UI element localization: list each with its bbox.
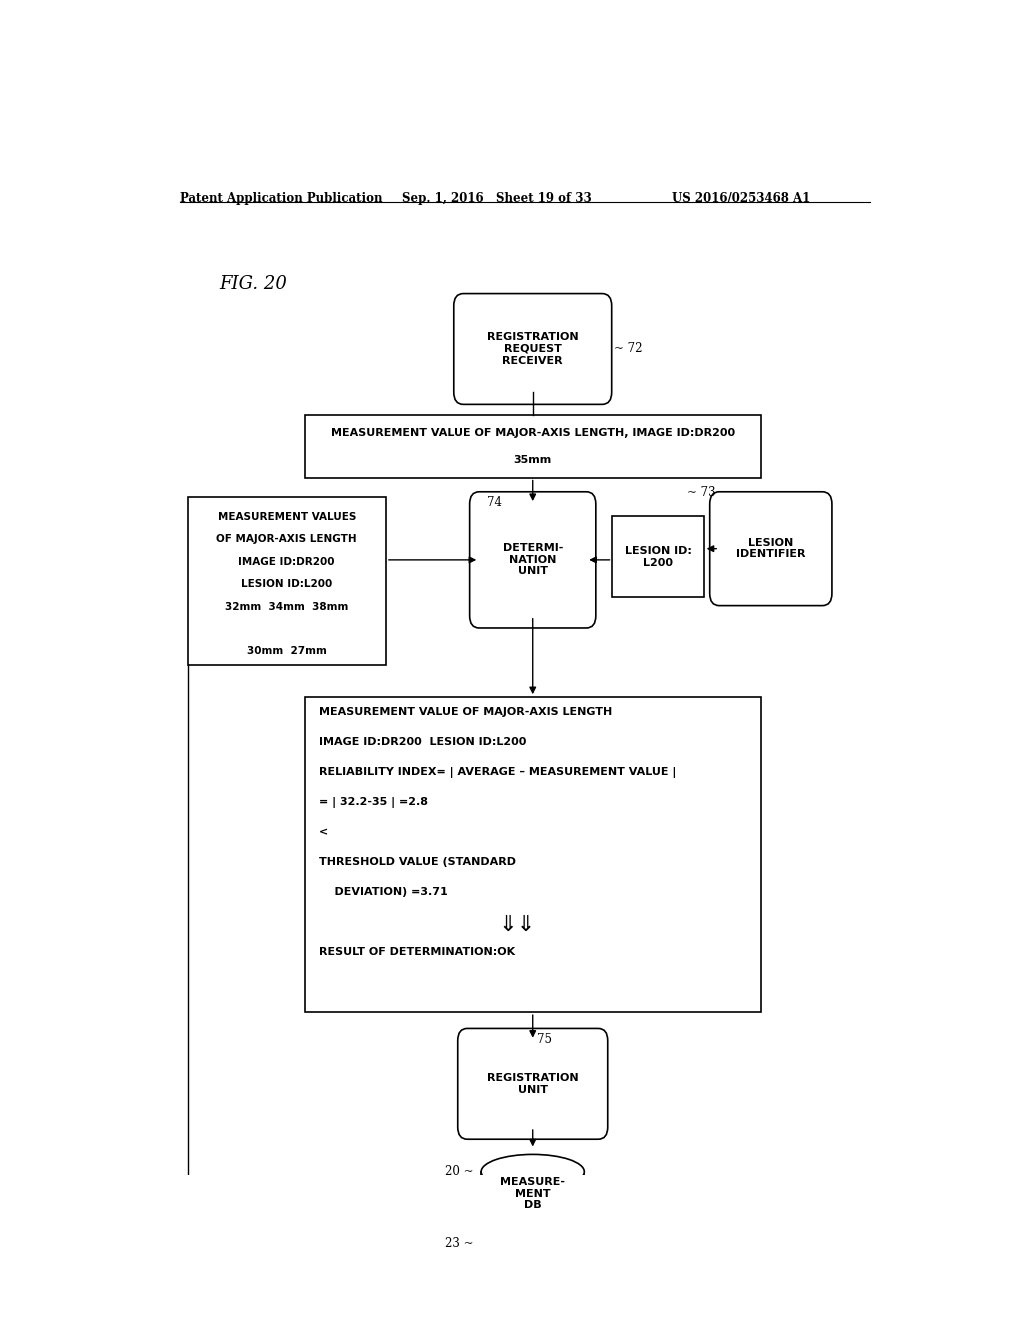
FancyBboxPatch shape [454, 293, 611, 404]
Text: THRESHOLD VALUE (STANDARD: THRESHOLD VALUE (STANDARD [318, 857, 516, 867]
Ellipse shape [481, 1237, 585, 1271]
Text: 75: 75 [537, 1032, 552, 1045]
Bar [304, 697, 761, 1012]
Text: Patent Application Publication: Patent Application Publication [179, 191, 382, 205]
Bar [481, 1172, 585, 1254]
Text: REGISTRATION
REQUEST
RECEIVER: REGISTRATION REQUEST RECEIVER [487, 333, 579, 366]
Text: 32mm  34mm  38mm: 32mm 34mm 38mm [225, 602, 348, 611]
Ellipse shape [481, 1155, 585, 1189]
Text: US 2016/0253468 A1: US 2016/0253468 A1 [672, 191, 810, 205]
Text: <: < [318, 828, 328, 837]
Text: ~ 72: ~ 72 [614, 342, 643, 355]
Text: DETERMI-
NATION
UNIT: DETERMI- NATION UNIT [503, 544, 563, 577]
Text: 20 ~: 20 ~ [444, 1166, 473, 1179]
Text: MEASUREMENT VALUE OF MAJOR-AXIS LENGTH: MEASUREMENT VALUE OF MAJOR-AXIS LENGTH [318, 708, 612, 717]
Text: MEASUREMENT VALUES: MEASUREMENT VALUES [217, 512, 356, 523]
Text: 74: 74 [487, 496, 502, 510]
Text: 35mm: 35mm [514, 455, 552, 465]
Text: ~ 73: ~ 73 [687, 486, 716, 499]
Text: REGISTRATION
UNIT: REGISTRATION UNIT [487, 1073, 579, 1094]
Text: DEVIATION) =3.71: DEVIATION) =3.71 [318, 887, 447, 898]
FancyBboxPatch shape [458, 1028, 607, 1139]
Text: FIG. 20: FIG. 20 [219, 276, 287, 293]
Text: IMAGE ID:DR200: IMAGE ID:DR200 [239, 557, 335, 566]
Text: LESION ID:L200: LESION ID:L200 [241, 579, 333, 589]
Bar [612, 516, 703, 598]
Bar [505, 1225, 561, 1261]
FancyBboxPatch shape [710, 492, 831, 606]
Text: LESION ID:
L200: LESION ID: L200 [625, 546, 691, 568]
Text: RELIABILITY INDEX= | AVERAGE – MEASUREMENT VALUE |: RELIABILITY INDEX= | AVERAGE – MEASUREME… [318, 767, 676, 777]
Text: MEASUREMENT VALUE OF MAJOR-AXIS LENGTH, IMAGE ID:DR200: MEASUREMENT VALUE OF MAJOR-AXIS LENGTH, … [331, 429, 735, 438]
Bar [187, 496, 386, 664]
FancyBboxPatch shape [470, 492, 596, 628]
Text: OF MAJOR-AXIS LENGTH: OF MAJOR-AXIS LENGTH [216, 535, 357, 544]
Text: IMAGE ID:DR200  LESION ID:L200: IMAGE ID:DR200 LESION ID:L200 [318, 737, 526, 747]
Text: ⇓⇓: ⇓⇓ [499, 915, 536, 935]
Text: MEASURE-
MENT
DB: MEASURE- MENT DB [501, 1177, 565, 1210]
Text: 23 ~: 23 ~ [444, 1237, 473, 1250]
Text: 30mm  27mm: 30mm 27mm [247, 647, 327, 656]
Text: LESION
IDENTIFIER: LESION IDENTIFIER [736, 537, 806, 560]
Text: RESULT OF DETERMINATION:OK: RESULT OF DETERMINATION:OK [318, 948, 515, 957]
Text: Sep. 1, 2016   Sheet 19 of 33: Sep. 1, 2016 Sheet 19 of 33 [401, 191, 592, 205]
Bar [304, 414, 761, 478]
Text: = | 32.2-35 | =2.8: = | 32.2-35 | =2.8 [318, 796, 428, 808]
